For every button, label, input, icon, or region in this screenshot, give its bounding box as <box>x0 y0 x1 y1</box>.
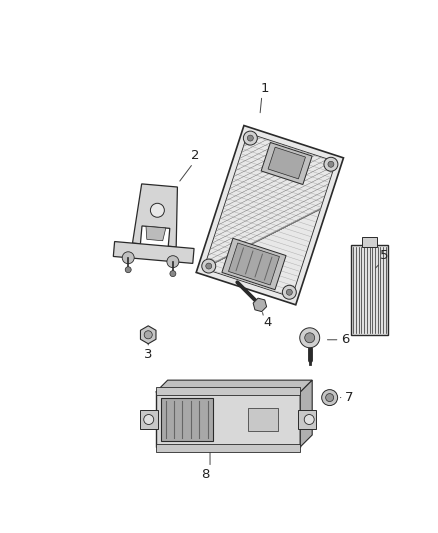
Polygon shape <box>222 238 286 289</box>
Circle shape <box>321 390 338 406</box>
Circle shape <box>283 285 297 299</box>
Polygon shape <box>300 380 312 447</box>
Circle shape <box>170 271 176 277</box>
Polygon shape <box>132 184 177 247</box>
Circle shape <box>167 256 179 268</box>
Polygon shape <box>141 326 156 344</box>
Circle shape <box>324 157 338 171</box>
Text: 6: 6 <box>341 333 350 346</box>
Bar <box>140 409 158 430</box>
Polygon shape <box>113 241 194 263</box>
Circle shape <box>304 415 314 424</box>
Text: 1: 1 <box>261 82 269 95</box>
Circle shape <box>144 331 152 339</box>
Circle shape <box>244 131 257 145</box>
Bar <box>298 409 316 430</box>
Circle shape <box>122 252 134 264</box>
Text: 5: 5 <box>380 248 389 262</box>
Bar <box>155 387 300 395</box>
Polygon shape <box>155 380 312 392</box>
Polygon shape <box>229 243 279 285</box>
Bar <box>248 408 278 432</box>
Circle shape <box>125 266 131 273</box>
Bar <box>155 444 300 452</box>
Circle shape <box>202 259 216 273</box>
Text: 2: 2 <box>191 149 199 162</box>
Circle shape <box>286 289 292 295</box>
Polygon shape <box>261 142 312 184</box>
Circle shape <box>144 415 154 424</box>
Polygon shape <box>196 125 343 305</box>
Bar <box>155 392 300 447</box>
Circle shape <box>150 203 164 217</box>
Bar <box>350 245 389 335</box>
Polygon shape <box>253 298 267 312</box>
Circle shape <box>305 333 314 343</box>
Circle shape <box>206 263 212 269</box>
Text: 4: 4 <box>264 316 272 329</box>
Polygon shape <box>268 147 305 179</box>
Bar <box>361 237 378 247</box>
Circle shape <box>328 161 334 167</box>
Bar <box>161 398 212 441</box>
Circle shape <box>247 135 253 141</box>
Polygon shape <box>146 227 166 241</box>
Circle shape <box>300 328 320 348</box>
Text: 7: 7 <box>345 391 354 404</box>
Text: 3: 3 <box>144 348 152 361</box>
Text: 8: 8 <box>201 468 209 481</box>
Circle shape <box>326 393 334 401</box>
